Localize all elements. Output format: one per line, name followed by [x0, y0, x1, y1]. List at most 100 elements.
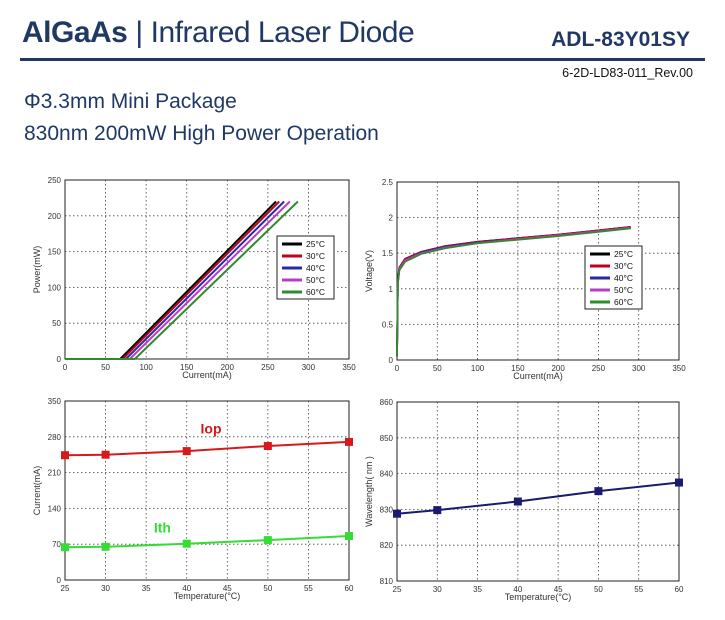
product-name: Infrared Laser Diode [150, 16, 415, 49]
y-tick-label: 840 [380, 470, 394, 479]
x-tick-label: 350 [672, 364, 686, 373]
x-tick-label: 45 [554, 585, 563, 594]
x-tick-label: 55 [304, 584, 313, 593]
data-point [393, 509, 401, 518]
legend-label: 40°C [306, 263, 325, 273]
title-separator: | [135, 16, 143, 49]
x-tick-label: 25 [61, 584, 70, 593]
data-point [101, 542, 110, 551]
series-line [65, 200, 299, 360]
x-tick-label: 30 [101, 584, 110, 593]
y-axis-label: Voltage(V) [364, 250, 374, 292]
x-tick-label: 30 [433, 585, 442, 594]
x-tick-label: 200 [221, 363, 235, 372]
data-point [182, 447, 191, 456]
legend-label: 30°C [306, 251, 325, 261]
legend-label: 50°C [614, 285, 633, 295]
voltage-current-chart: 0 50 100 150 200 250 300 350 0 0.5 1 1.5 2 2.5 Current… [364, 178, 686, 381]
y-tick-label: 280 [48, 433, 62, 442]
series-label: Iop [201, 421, 222, 437]
y-tick-label: 850 [380, 434, 394, 443]
y-tick-label: 1 [389, 285, 394, 294]
current-temperature-chart: 25 30 35 40 45 50 55 60 0 70 140 210 280 350 Temperatu… [32, 397, 354, 601]
data-point [513, 497, 522, 506]
x-axis-label: Temperature(°C) [174, 591, 241, 601]
x-tick-label: 35 [142, 584, 151, 593]
legend-label: 25°C [306, 239, 325, 249]
x-tick-label: 45 [223, 584, 232, 593]
plot-area [65, 401, 349, 580]
x-tick-label: 250 [261, 363, 275, 372]
header-title: AlGaAs | Infrared Laser Diode [22, 16, 415, 50]
x-tick-label: 300 [632, 364, 646, 373]
series-line [396, 227, 631, 357]
y-tick-label: 350 [48, 397, 62, 406]
y-tick-label: 50 [52, 319, 61, 328]
y-tick-label: 210 [48, 469, 62, 478]
y-tick-label: 2 [389, 214, 394, 223]
x-tick-label: 100 [471, 364, 485, 373]
y-tick-label: 810 [380, 577, 394, 586]
x-tick-label: 40 [513, 585, 522, 594]
x-tick-label: 35 [473, 585, 482, 594]
y-tick-label: 0 [57, 576, 62, 585]
legend-label: 60°C [306, 287, 325, 297]
y-tick-label: 0 [57, 355, 62, 364]
x-tick-label: 50 [101, 363, 110, 372]
x-tick-label: 250 [592, 364, 606, 373]
y-tick-label: 200 [48, 212, 62, 221]
legend-label: 30°C [614, 261, 633, 271]
x-tick-label: 50 [594, 585, 603, 594]
plot-frame [396, 181, 680, 361]
y-tick-label: 100 [48, 283, 62, 292]
y-tick-label: 1.5 [382, 249, 394, 258]
y-axis-label: Power(mW) [32, 246, 42, 294]
x-tick-label: 300 [302, 363, 316, 372]
x-tick-label: 100 [139, 363, 153, 372]
material-name: AlGaAs [22, 16, 128, 49]
data-point [345, 437, 353, 446]
data-point [182, 539, 191, 548]
x-tick-label: 40 [182, 584, 191, 593]
data-point [61, 451, 69, 460]
plot-frame [64, 179, 350, 360]
legend-label: 50°C [306, 275, 325, 285]
legend-label: 25°C [614, 249, 633, 259]
doc-id: 6-2D-LD83-011_Rev.00 [562, 66, 693, 80]
x-tick-label: 350 [342, 363, 356, 372]
y-tick-label: 150 [48, 248, 62, 257]
y-tick-label: 70 [52, 540, 61, 549]
plot-frame [396, 401, 680, 582]
data-point [433, 506, 442, 515]
x-tick-label: 0 [395, 364, 400, 373]
power-current-chart: 0 50 100 150 200 250 300 350 0 50 100 150 200 250 Curr… [32, 176, 356, 380]
x-tick-label: 50 [263, 584, 272, 593]
x-axis-label: Current(mA) [182, 370, 232, 380]
plot-area [397, 402, 679, 581]
part-number: ADL-83Y01SY [551, 28, 690, 51]
y-tick-label: 140 [48, 504, 62, 513]
data-point [675, 478, 683, 487]
legend-label: 60°C [614, 297, 633, 307]
data-point [61, 543, 69, 552]
plot-frame [64, 400, 350, 581]
data-point [263, 536, 272, 545]
operation-subtitle: 830nm 200mW High Power Operation [24, 122, 379, 145]
x-axis-label: Temperature(°C) [505, 592, 572, 602]
y-axis-label: Current(mA) [32, 466, 42, 516]
data-point [594, 487, 603, 496]
y-tick-label: 250 [48, 176, 62, 185]
x-tick-label: 50 [433, 364, 442, 373]
data-point [345, 532, 353, 541]
y-tick-label: 820 [380, 541, 394, 550]
y-tick-label: 860 [380, 398, 394, 407]
y-tick-label: 0.5 [382, 320, 394, 329]
x-tick-label: 25 [393, 585, 402, 594]
data-point [101, 450, 110, 459]
x-tick-label: 150 [180, 363, 194, 372]
x-tick-label: 150 [511, 364, 525, 373]
y-tick-label: 830 [380, 505, 394, 514]
legend-label: 40°C [614, 273, 633, 283]
wavelength-temperature-chart: 25 30 35 40 45 50 55 60 810 820 830 840 850 860 Temper… [364, 398, 684, 602]
data-point [263, 442, 272, 451]
